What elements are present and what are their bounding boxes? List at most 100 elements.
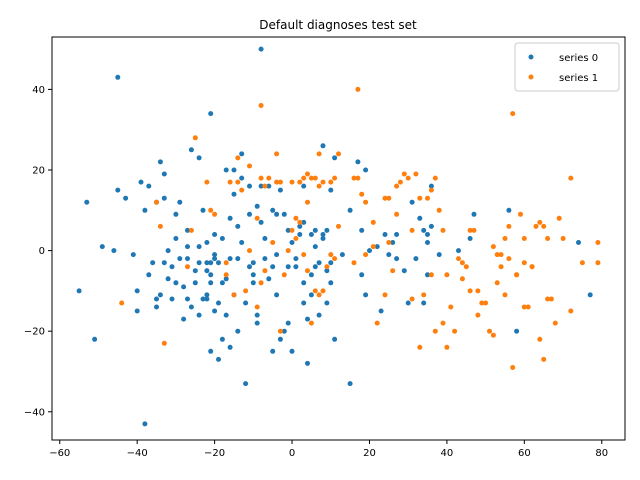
data-point [514, 272, 520, 278]
data-point [301, 183, 307, 189]
data-point [545, 296, 551, 302]
data-point [270, 207, 276, 213]
data-point [552, 320, 558, 326]
data-point [595, 260, 601, 266]
data-point [185, 227, 190, 233]
data-point [444, 272, 450, 278]
data-point [266, 276, 272, 282]
data-point [138, 179, 144, 185]
data-point [459, 276, 465, 282]
data-point [216, 356, 221, 362]
data-point [227, 179, 233, 185]
data-point [374, 320, 380, 326]
legend-label-series-1: series 1 [559, 73, 598, 84]
data-point [479, 300, 485, 306]
data-point [258, 183, 264, 189]
data-point [235, 155, 241, 161]
data-point [270, 348, 276, 354]
data-point [219, 336, 225, 342]
data-point [165, 248, 171, 254]
data-point [154, 304, 159, 310]
data-point [467, 236, 473, 241]
data-point [173, 236, 179, 241]
data-point [413, 256, 419, 262]
x-tick-label: 80 [595, 448, 608, 459]
series-1-points [119, 86, 601, 370]
data-point [274, 151, 280, 157]
data-point [320, 143, 326, 149]
data-point [417, 215, 423, 221]
data-point [359, 227, 365, 233]
data-point [247, 264, 252, 270]
data-point [328, 260, 334, 266]
y-tick-label: 0 [39, 246, 45, 257]
data-point [506, 207, 512, 213]
data-point [444, 344, 450, 350]
data-point [328, 252, 334, 258]
data-point [339, 252, 345, 258]
data-point [316, 183, 322, 189]
data-point [239, 240, 245, 245]
data-point [351, 260, 357, 266]
data-point [308, 320, 314, 326]
data-point [196, 312, 202, 318]
data-point [157, 159, 163, 165]
data-point [254, 203, 260, 209]
data-point [277, 328, 283, 334]
data-point [285, 264, 291, 270]
chart-title: Default diagnoses test set [259, 18, 417, 32]
data-point [579, 260, 585, 266]
data-point [328, 179, 334, 185]
data-point [409, 199, 415, 205]
data-point [262, 268, 268, 274]
data-point [212, 308, 218, 314]
data-point [332, 175, 338, 181]
data-point [177, 256, 183, 262]
data-point [76, 288, 82, 294]
data-point [208, 260, 214, 266]
data-point [390, 240, 396, 245]
data-point [494, 280, 500, 286]
data-point [204, 260, 210, 266]
data-point [405, 175, 411, 181]
data-point [212, 252, 218, 258]
data-point [428, 183, 434, 189]
data-point [367, 248, 372, 254]
data-point [487, 328, 492, 334]
data-point [510, 365, 516, 370]
data-point [421, 292, 427, 298]
data-point [394, 232, 400, 237]
data-point [397, 179, 403, 185]
data-point [541, 223, 547, 229]
data-point [316, 312, 322, 318]
data-point [258, 175, 264, 181]
data-point [363, 199, 369, 205]
data-point [355, 86, 361, 92]
data-point [277, 336, 283, 342]
data-point [185, 256, 190, 262]
data-point [382, 195, 388, 201]
data-point [154, 296, 159, 302]
data-point [161, 171, 167, 177]
data-point [185, 296, 190, 302]
data-point [196, 260, 202, 266]
data-point [308, 232, 314, 237]
x-tick-label: 0 [289, 448, 295, 459]
data-point [347, 381, 353, 387]
data-point [281, 328, 287, 334]
data-point [192, 268, 198, 274]
data-point [262, 236, 268, 241]
data-point [247, 211, 252, 217]
data-point [134, 288, 140, 294]
data-point [223, 272, 229, 278]
data-point [506, 223, 512, 229]
data-point [336, 223, 341, 229]
data-point [146, 272, 152, 278]
data-point [359, 191, 365, 197]
data-point [223, 167, 229, 173]
data-point [305, 268, 310, 274]
data-point [518, 211, 523, 217]
data-point [84, 199, 90, 205]
data-point [157, 292, 163, 298]
data-point [293, 236, 299, 241]
